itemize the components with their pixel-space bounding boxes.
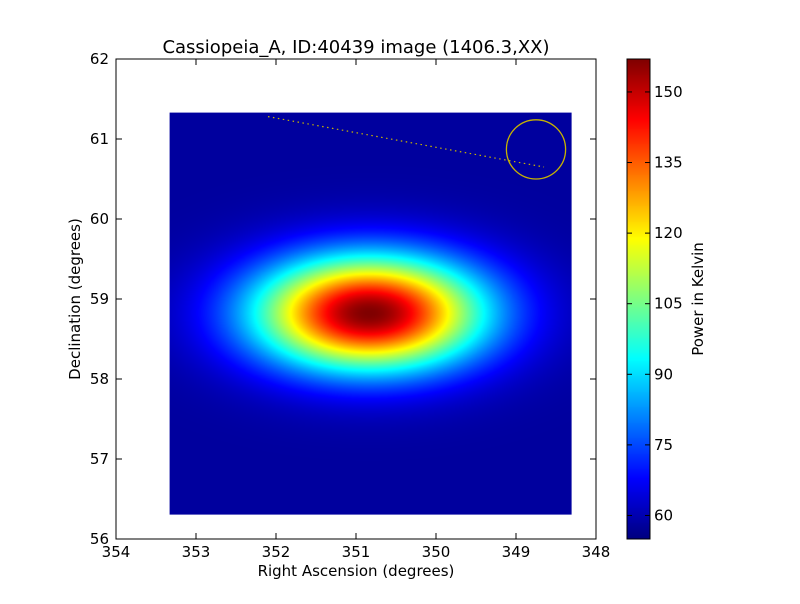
colorbar-tick-label: 60 [654,506,673,524]
y-tick-label: 59 [90,290,109,308]
colorbar-label: Power in Kelvin [689,242,707,356]
y-tick-label: 62 [90,50,109,68]
y-axis-label: Declination (degrees) [66,218,84,380]
y-tick-label: 56 [90,530,109,548]
heatmap-image [169,112,572,515]
x-tick-label: 348 [582,543,611,561]
dotted-track-line [267,116,545,168]
y-tick-label: 60 [90,210,109,228]
y-tick-label: 61 [90,130,109,148]
colorbar-frame [626,58,651,540]
chart-title: Cassiopeia_A, ID:40439 image (1406.3,XX) [162,37,549,58]
colorbar: 60 75 90 105 120 135 150 [626,58,683,540]
colorbar-gradient [627,59,650,539]
plot-area [115,58,597,540]
y-tick-label: 58 [90,370,109,388]
x-tick-label: 352 [262,543,291,561]
x-axis: 354 353 352 351 350 349 348 [102,59,611,561]
x-tick-label: 354 [102,543,131,561]
colorbar-tick-label: 150 [654,83,683,101]
x-tick-label: 351 [342,543,371,561]
x-tick-label: 350 [422,543,451,561]
colorbar-tick-label: 120 [654,224,683,242]
x-tick-label: 349 [502,543,531,561]
y-tick-label: 57 [90,450,109,468]
beam-circle [505,119,567,180]
colorbar-tick-label: 105 [654,295,683,313]
x-tick-label: 353 [182,543,211,561]
colorbar-tick-label: 90 [654,365,673,383]
x-axis-label: Right Ascension (degrees) [258,562,455,580]
colorbar-tick-label: 135 [654,154,683,172]
y-axis: 56 57 58 59 60 61 62 [90,50,596,548]
colorbar-tick-label: 75 [654,436,673,454]
